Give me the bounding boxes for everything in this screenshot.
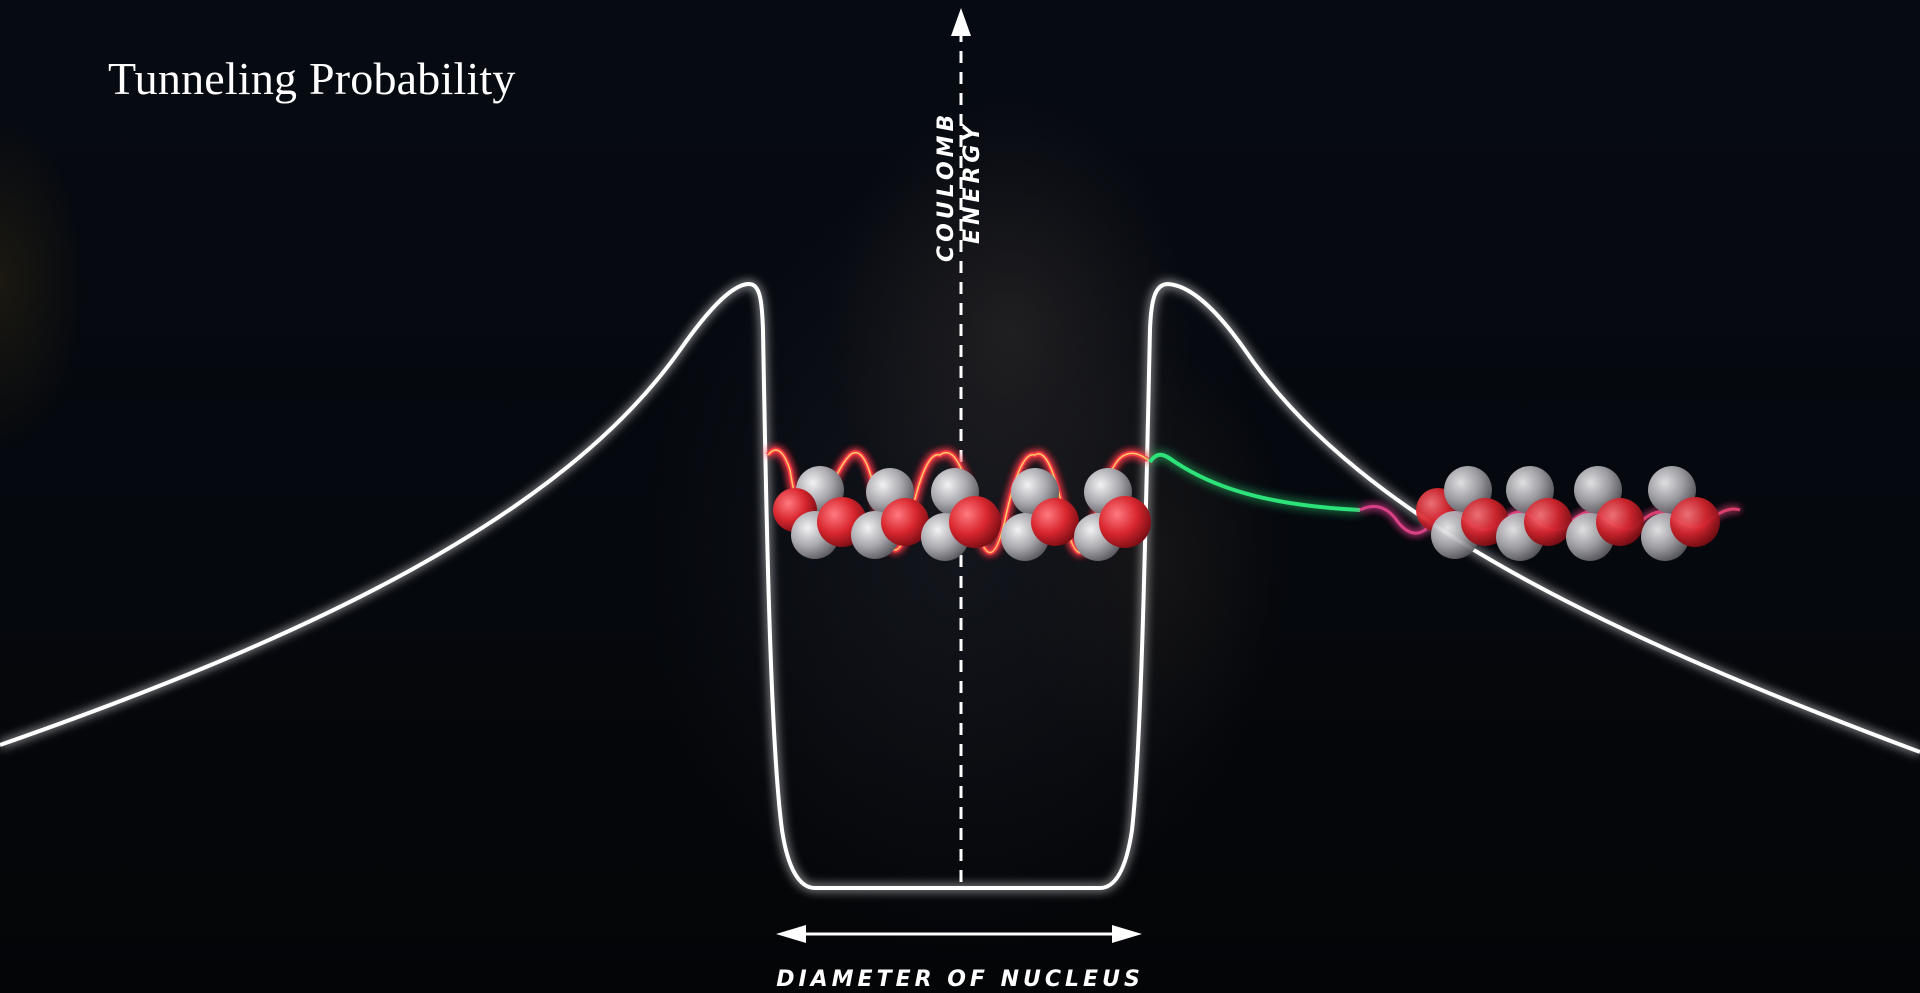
alpha-cluster-escaped: [1416, 466, 1720, 561]
double-arrow-icon: [776, 925, 1142, 943]
potential-curve: [0, 281, 1920, 890]
proton: [1670, 497, 1720, 547]
proton: [1524, 498, 1572, 546]
arrow-up-icon: [951, 8, 971, 36]
proton: [1099, 496, 1151, 548]
energy-axis-label: COULOMB ENERGY: [934, 111, 985, 262]
proton: [881, 498, 929, 546]
proton: [949, 496, 1001, 548]
proton: [1596, 498, 1644, 546]
diameter-label: DIAMETER OF NUCLEUS: [776, 967, 1144, 992]
tunneling-wave: [1148, 452, 1361, 512]
axis-label-energy: ENERGY: [960, 121, 985, 244]
alpha-cluster-inside: [773, 466, 1151, 561]
slide-title: Tunneling Probability: [108, 53, 516, 104]
axis-label-coulomb: COULOMB: [934, 111, 959, 262]
proton: [1031, 498, 1079, 546]
